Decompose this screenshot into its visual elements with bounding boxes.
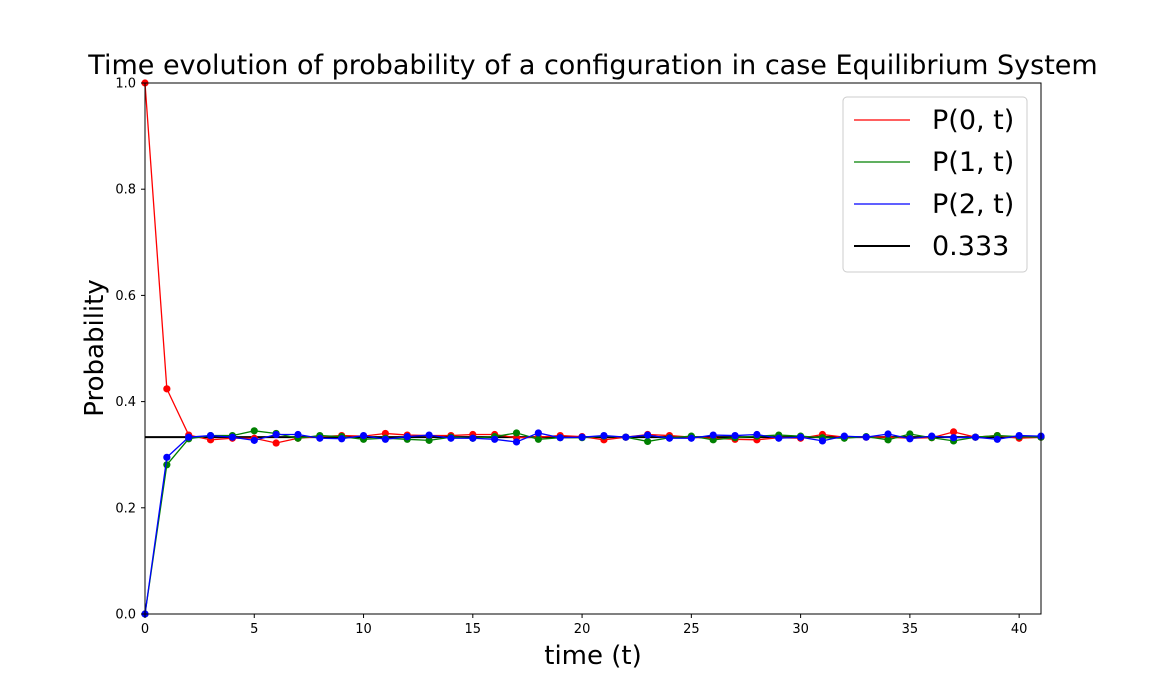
data-point-p2 [381,435,389,443]
data-point-p2 [250,436,258,444]
y-axis-label: Probability [80,279,110,416]
y-tick-label: 0.6 [115,289,136,304]
data-point-p2 [403,433,411,441]
legend-box [842,96,1028,273]
y-tick-label: 0.8 [115,183,136,198]
data-point-p2 [928,432,936,440]
legend: P(0, t) P(1, t) P(2, t) 0.333 [842,96,1028,273]
data-point-p1 [250,427,258,435]
data-point-p2 [971,433,980,441]
data-point-p2 [316,434,324,442]
data-point-p2 [185,433,193,441]
y-tick-label: 0.4 [115,395,136,410]
data-point-p2 [228,433,237,441]
data-point-p2 [425,431,433,439]
x-tick-label: 35 [902,622,919,637]
chart-title: Time evolution of probability of a confi… [87,50,1097,81]
data-point-p2 [906,435,914,443]
data-point-p1 [534,435,542,443]
data-point-p2 [665,434,674,442]
y-tick-label: 0.2 [115,501,136,516]
data-point-p0 [949,428,958,436]
x-tick-label: 0 [141,622,149,637]
x-tick-label: 15 [465,622,482,637]
y-tick-label: 1.0 [115,77,136,92]
data-point-p0 [272,439,280,447]
data-point-p2 [512,438,521,446]
x-tick-label: 40 [1011,622,1028,637]
data-point-p2 [709,431,717,439]
series-line-p2 [144,432,1042,615]
x-tick-label: 25 [683,622,700,637]
data-point-p2 [993,435,1001,443]
x-tick-label: 20 [574,622,591,637]
x-tick-label: 5 [250,622,258,637]
data-point-p2 [1015,431,1023,440]
legend-label-p2: P(2, t) [932,189,1014,220]
data-point-p1 [163,461,171,469]
x-axis-ticks: 0 5 10 15 20 25 30 35 40 [141,614,1028,637]
data-point-p2 [491,435,499,443]
data-point-p2 [797,433,805,441]
data-point-p2 [206,431,215,440]
series-layer [141,79,1045,618]
data-point-p2 [840,432,848,440]
data-point-p2 [338,435,346,443]
data-point-p2 [359,431,368,440]
y-tick-label: 0.0 [115,608,136,623]
data-point-p2 [687,434,695,442]
data-point-p2 [447,434,455,442]
data-point-p1 [425,436,433,444]
data-point-p2 [578,433,586,441]
data-point-p2 [949,434,958,442]
data-point-p2 [731,431,739,440]
data-point-p2 [884,430,892,438]
data-point-p1 [644,437,652,446]
data-point-p1 [884,436,892,444]
y-axis-ticks: 0.0 0.2 0.4 0.6 0.8 1.0 [115,77,145,623]
plot-frame [144,82,1042,615]
x-axis-label: time (t) [544,641,642,671]
data-point-p2 [753,430,761,439]
data-point-p2 [272,430,280,439]
data-point-p2 [622,433,630,441]
series-p2 [141,429,1045,618]
data-point-p2 [600,431,608,440]
data-point-p2 [469,434,477,442]
legend-label-reference: 0.333 [932,231,1009,262]
data-point-p2 [556,434,564,442]
legend-label-p1: P(1, t) [932,147,1014,178]
data-point-p2 [862,433,870,441]
data-point-p2 [534,429,542,437]
legend-label-p0: P(0, t) [932,105,1014,136]
data-point-p1 [512,429,521,437]
data-point-p2 [294,430,302,439]
data-point-p2 [775,434,783,442]
x-tick-label: 30 [792,622,809,637]
data-point-p0 [163,385,171,393]
data-point-p2 [818,437,827,445]
x-tick-label: 10 [355,622,372,637]
data-point-p2 [644,431,652,439]
data-point-p2 [163,453,171,461]
series-line-p0 [144,82,1042,444]
